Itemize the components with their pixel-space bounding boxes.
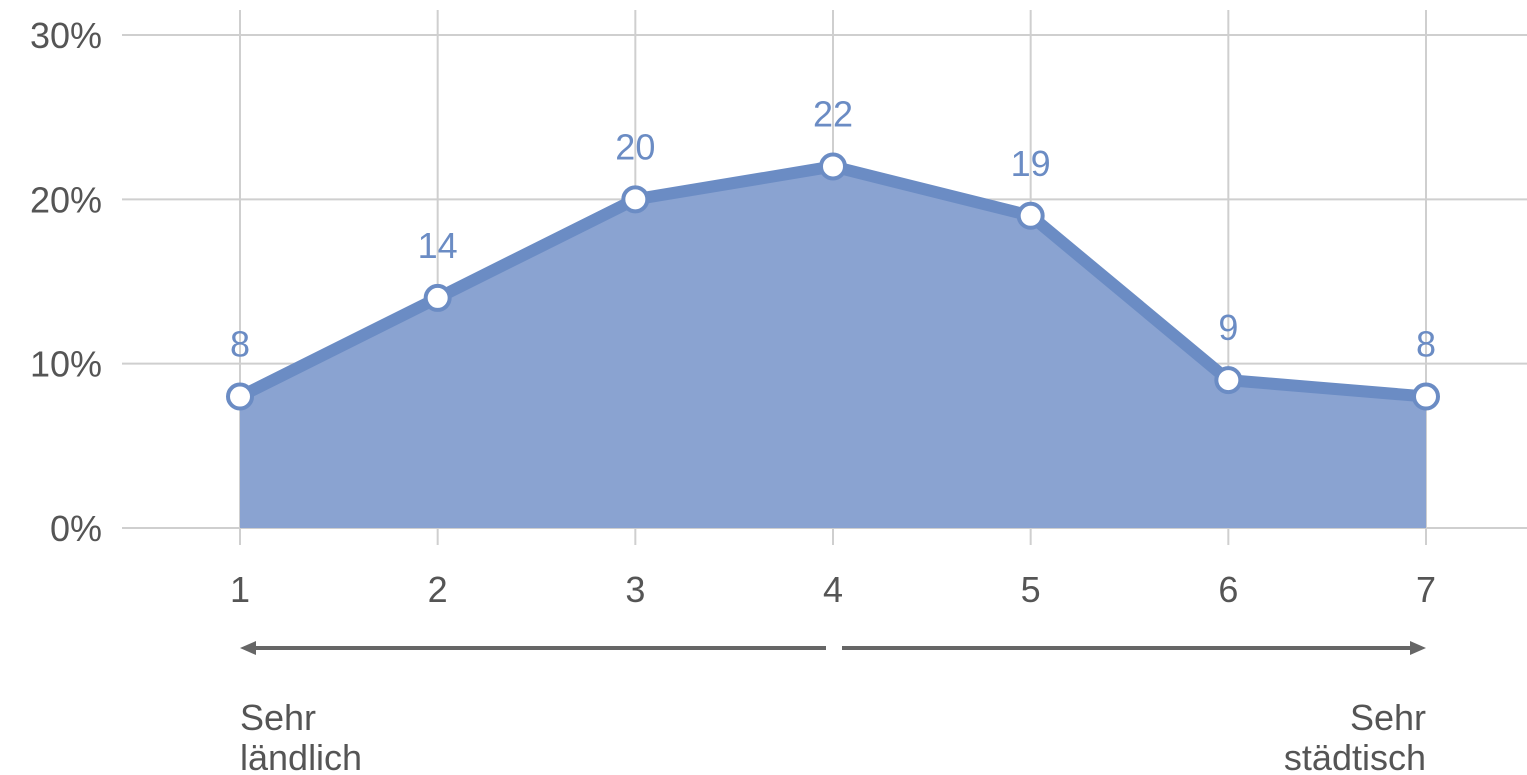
data-label: 8 xyxy=(1416,324,1436,365)
x-tick-label: 2 xyxy=(428,569,448,610)
data-label: 14 xyxy=(418,225,458,266)
scale-left-label-line-2: ländlich xyxy=(240,737,362,775)
data-point xyxy=(819,152,847,181)
x-axis-tick-labels: 1 2 3 4 5 6 7 xyxy=(230,569,1436,610)
data-label: 8 xyxy=(230,324,250,365)
x-tick-label: 4 xyxy=(823,569,843,610)
area-series xyxy=(226,152,1440,528)
data-point xyxy=(423,283,452,312)
data-labels: 8 14 20 22 19 9 8 xyxy=(230,93,1436,364)
scale-right-label-line-2: städtisch xyxy=(1284,737,1426,775)
data-point xyxy=(1214,366,1243,395)
area-fill xyxy=(240,166,1426,528)
x-tick-label: 1 xyxy=(230,569,250,610)
scale-right-label: Sehr städtisch xyxy=(1284,697,1426,775)
data-point xyxy=(621,185,650,214)
x-tick-label: 3 xyxy=(625,569,645,610)
data-label: 20 xyxy=(615,126,655,167)
y-tick-label: 10% xyxy=(30,344,102,385)
data-label: 19 xyxy=(1011,143,1051,184)
scale-right-label-line-1: Sehr xyxy=(1350,697,1426,738)
y-axis-tick-labels: 0% 10% 20% 30% xyxy=(30,15,102,549)
scale-left-label-line-1: Sehr xyxy=(240,697,316,738)
data-label: 9 xyxy=(1218,307,1238,348)
data-point xyxy=(226,382,254,411)
scale-arrows xyxy=(240,641,1426,655)
y-tick-label: 20% xyxy=(30,179,102,220)
x-tick-label: 6 xyxy=(1218,569,1238,610)
x-tick-label: 7 xyxy=(1416,569,1436,610)
y-tick-label: 0% xyxy=(50,508,102,549)
x-tick-label: 5 xyxy=(1021,569,1041,610)
scale-left-label: Sehr ländlich xyxy=(240,697,362,775)
y-tick-label: 30% xyxy=(30,15,102,56)
arrow-left-head xyxy=(240,641,256,655)
arrow-right-head xyxy=(1410,641,1426,655)
data-label: 22 xyxy=(813,93,853,134)
data-point xyxy=(1016,201,1045,230)
data-point xyxy=(1412,382,1440,411)
